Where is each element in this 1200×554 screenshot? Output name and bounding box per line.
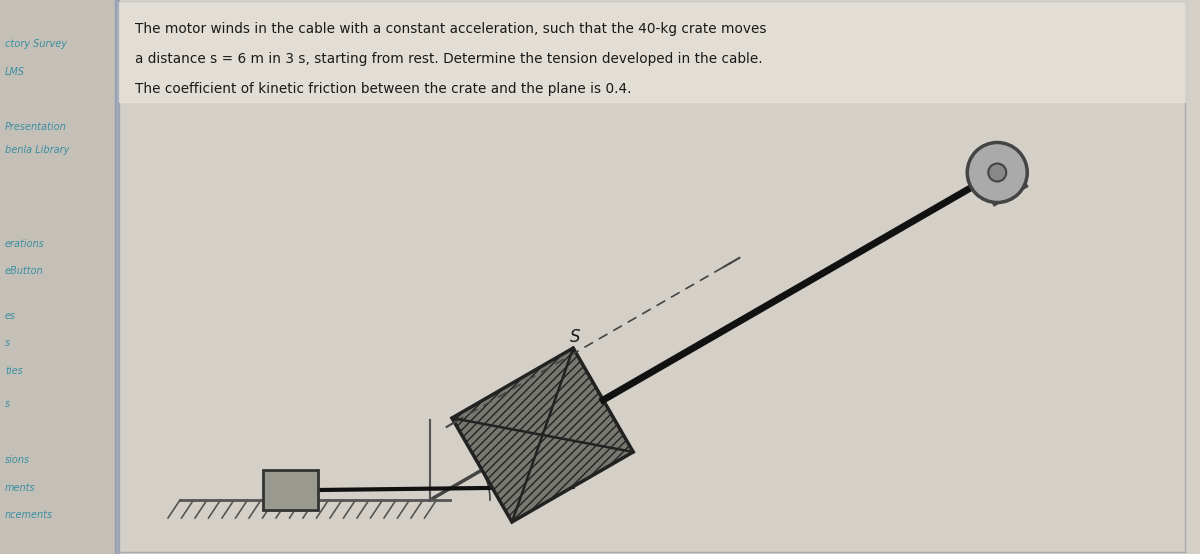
Bar: [115, 0, 119, 554]
Text: ncements: ncements: [5, 510, 53, 520]
Text: ties: ties: [5, 366, 23, 376]
Text: s: s: [5, 338, 10, 348]
Text: The motor winds in the cable with a constant acceleration, such that the 40-kg c: The motor winds in the cable with a cons…: [134, 22, 767, 36]
Bar: [263, 470, 318, 510]
Text: es: es: [5, 311, 16, 321]
Text: LMS: LMS: [5, 67, 25, 77]
Text: ments: ments: [5, 483, 36, 493]
Text: ctory Survey: ctory Survey: [5, 39, 67, 49]
Bar: [119, 2, 1186, 102]
Text: benla Library: benla Library: [5, 145, 70, 155]
Text: s: s: [5, 399, 10, 409]
Text: 30°: 30°: [488, 471, 511, 485]
Text: S: S: [570, 329, 581, 346]
Polygon shape: [452, 348, 634, 522]
Text: Presentation: Presentation: [5, 122, 67, 132]
Text: a distance s = 6 m in 3 s, starting from rest. Determine the tension developed i: a distance s = 6 m in 3 s, starting from…: [134, 52, 763, 66]
Text: erations: erations: [5, 239, 44, 249]
Text: eButton: eButton: [5, 266, 43, 276]
Text: The coefficient of kinetic friction between the crate and the plane is 0.4.: The coefficient of kinetic friction betw…: [134, 82, 631, 96]
Text: sions: sions: [5, 455, 30, 465]
Bar: [0, 0, 115, 554]
Circle shape: [989, 163, 1007, 182]
Circle shape: [967, 142, 1027, 203]
